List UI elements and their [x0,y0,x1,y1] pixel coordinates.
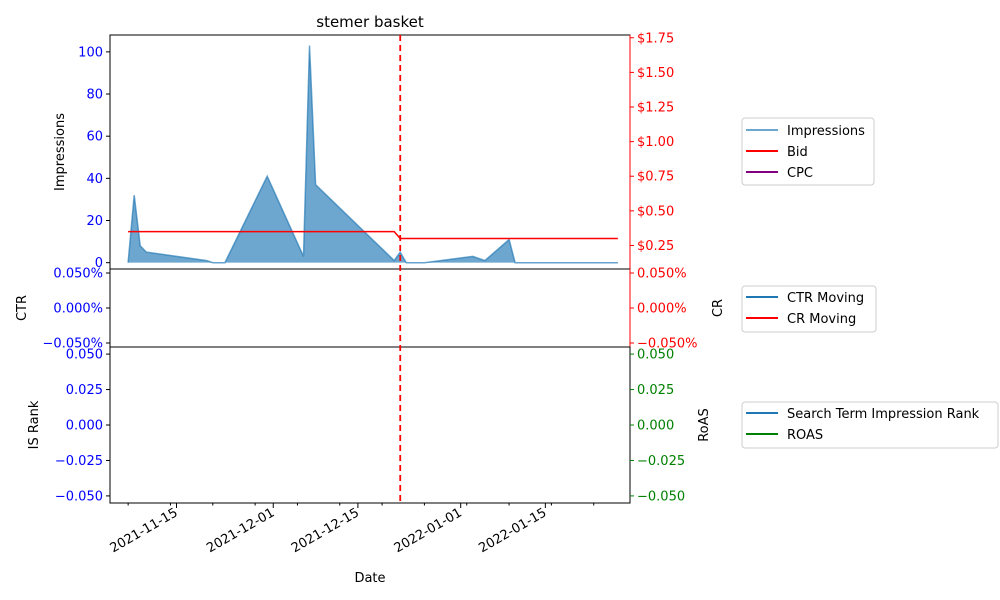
panel-top: 0 20 40 60 80 100 $0.25 $0.50 $0.75 $1.00 $1.25 $1… [53,31,674,271]
ctr-axis-tick-label: 0.050% [53,267,103,282]
bid-axis-tick-label: $1.50 [637,66,674,81]
legend-top: Impressions Bid CPC [741,117,875,186]
top-right-ticks: $0.25 $0.50 $0.75 $1.00 $1.25 $1.50 $1.75 [630,31,674,254]
x-tick-label: 2021-12-01 [204,505,277,556]
top-left-ticks: 0 20 40 60 80 100 [78,45,110,271]
legend-label-bid: Bid [787,145,808,160]
x-axis-label: Date [354,571,385,586]
legend-middle: CTR Moving CR Moving [741,285,877,333]
cr-axis-label: CR [711,299,726,317]
panel-bottom-frame [109,346,631,504]
impressions-axis-tick-label: 40 [86,172,103,187]
middle-left-ticks: 0.050% 0.000% −0.050% [43,267,110,352]
impressions-axis-tick-label: 0 [95,256,103,271]
impressions-axis-tick-label: 100 [78,45,103,60]
bid-axis-tick-label: $0.25 [637,239,674,254]
bid-axis-tick-label: $1.75 [637,31,674,46]
impressions-axis-tick-label: 80 [86,88,103,103]
impressions-axis-tick-label: 20 [86,214,103,229]
rank-axis-tick-label: 0.050 [66,348,103,363]
roas-axis-label: RoAS [697,408,712,442]
impressions-axis-label: Impressions [53,113,68,191]
is-rank-axis-label: IS Rank [27,400,42,449]
bid-line [128,230,618,240]
middle-right-ticks: 0.050% 0.000% −0.050% [630,267,697,352]
ctr-axis-tick-label: −0.050% [43,337,103,352]
cr-axis-tick-label: −0.050% [637,337,697,352]
impressions-axis-tick-label: 60 [86,130,103,145]
rank-axis-tick-label: −0.025 [55,454,103,469]
legend-label-cpc: CPC [787,166,813,181]
x-tick-label: 2022-01-15 [476,505,549,556]
bid-axis-tick-label: $1.25 [637,101,674,116]
legend-label-cr: CR Moving [787,312,856,327]
legend-label-ctr: CTR Moving [787,291,864,306]
ctr-axis-label: CTR [15,295,30,321]
ctr-axis-tick-label: 0.000% [53,302,103,317]
roas-axis-tick-label: 0.000 [637,419,674,434]
x-axis-ticks: 2021-11-15 2021-12-01 2021-12-15 2022-01-01… [108,503,595,556]
x-tick-label: 2021-11-15 [108,505,181,556]
panel-middle: 0.050%0.000%−0.050% 0.050%0.000%−0.050% … [15,267,726,352]
panel-middle-frame [109,268,631,348]
chart-title: stemer basket [316,13,424,31]
impressions-line [127,45,618,264]
rank-axis-tick-label: 0.000 [66,419,103,434]
panel-top-frame [109,34,631,270]
bid-axis-tick-label: $0.75 [637,170,674,185]
roas-axis-tick-label: 0.050 [637,348,674,363]
legend-label-rank: Search Term Impression Rank [787,407,980,422]
impressions-area [128,45,618,263]
cr-axis-tick-label: 0.000% [637,302,687,317]
bid-axis-tick-label: $1.00 [637,135,674,150]
bid-axis-tick-label: $0.50 [637,204,674,219]
bottom-left-ticks: 0.050 0.025 0.000 −0.025 −0.050 [55,348,110,504]
x-tick-label: 2021-12-15 [289,505,362,556]
roas-axis-tick-label: 0.025 [637,383,674,398]
roas-axis-tick-label: −0.050 [637,489,685,504]
legend-label-impressions: Impressions [787,124,865,139]
roas-axis-tick-label: −0.025 [637,454,685,469]
x-tick-label: 2022-01-01 [392,505,465,556]
rank-axis-tick-label: −0.050 [55,489,103,504]
rank-axis-tick-label: 0.025 [66,383,103,398]
bottom-right-ticks: 0.050 0.025 0.000 −0.025 −0.050 [630,348,685,504]
cr-axis-tick-label: 0.050% [637,267,687,282]
legend-label-roas: ROAS [787,428,823,443]
legend-bottom: Search Term Impression Rank ROAS [741,401,999,449]
